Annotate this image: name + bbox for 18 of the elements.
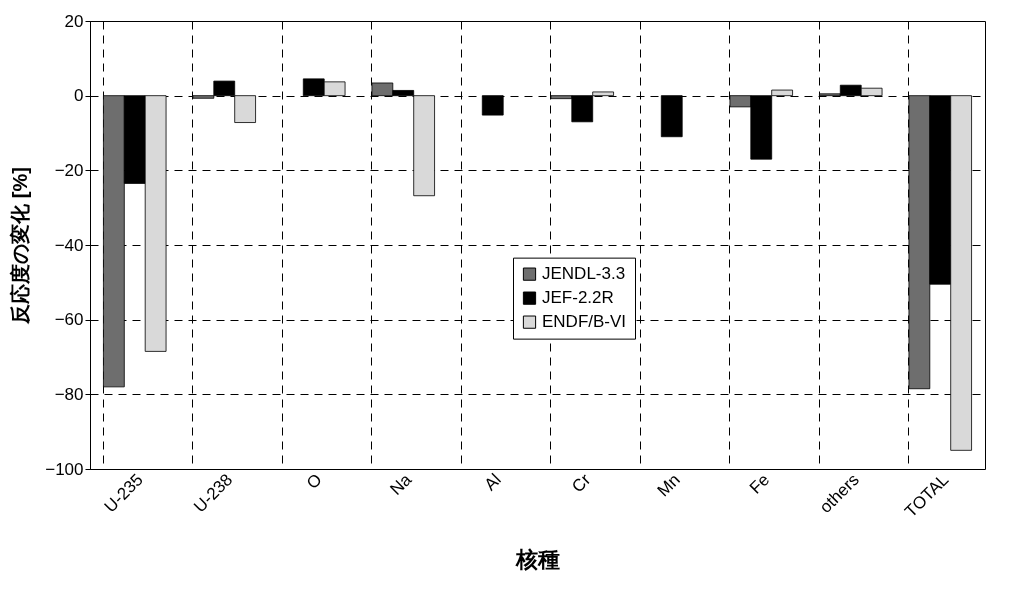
y-tick-label: −20 [54,160,84,180]
x-tick-label: Na [386,469,416,499]
y-tick-label: −60 [54,310,84,330]
x-tick-label: O [302,470,326,493]
y-tick-label: 0 [74,86,84,106]
x-tick-label: Al [480,470,505,495]
legend-label: JENDL-3.3 [542,264,626,284]
y-tick-label: −40 [54,235,84,255]
legend-label: ENDF/B-VI [542,312,627,332]
y-tick-label: −100 [45,459,84,479]
x-axis-title: 核種 [515,547,560,573]
y-tick-label: −80 [54,384,84,404]
legend-label: JEF-2.2R [542,288,614,308]
x-tick-label: Fe [745,470,774,498]
y-tick-label: 20 [64,11,84,31]
x-tick-label: Cr [568,469,595,497]
y-axis-title: 反応度の変化 [%] [9,167,32,325]
x-tick-label: Mn [653,470,684,501]
